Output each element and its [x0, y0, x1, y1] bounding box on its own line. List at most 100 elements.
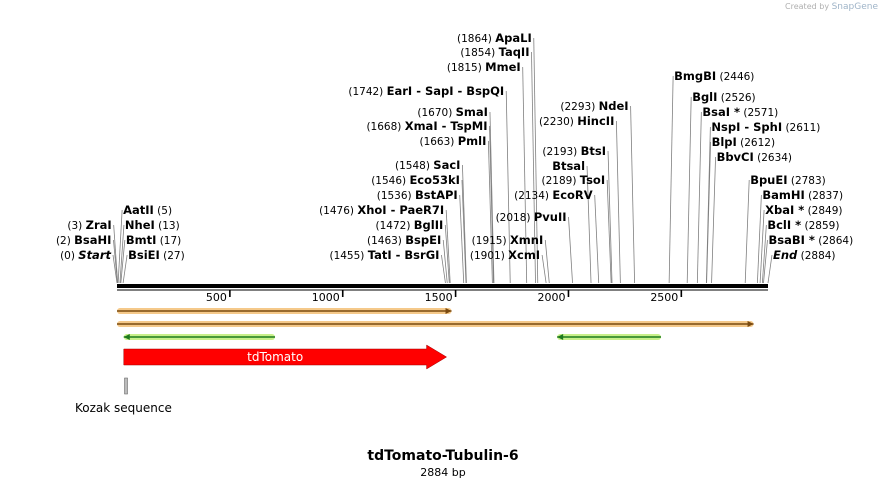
enzyme-name: BsaBI *: [768, 233, 814, 247]
plasmid-name: tdTomato-Tubulin-6: [367, 448, 519, 464]
site-connector-line: [487, 140, 493, 284]
track-arrowhead: [123, 334, 130, 340]
restriction-site-label: BlpI (2612): [712, 135, 775, 149]
feature-box-kozak: [124, 377, 128, 395]
enzyme-name: BtsI: [581, 144, 606, 158]
site-connector-line: [668, 75, 674, 284]
enzyme-name: End: [773, 248, 798, 262]
site-connector-line: [586, 165, 592, 284]
site-position: (1548): [395, 160, 433, 172]
site-position: (1854): [460, 47, 498, 59]
ruler-tick-label: 500: [206, 291, 227, 304]
site-connector-line: [489, 125, 494, 284]
restriction-site-label: (1864) ApaLI: [457, 31, 532, 45]
site-position: (2849): [804, 205, 842, 217]
enzyme-name: HincII: [577, 114, 614, 128]
enzyme-name: MmeI: [485, 60, 521, 74]
site-connector-line: [767, 254, 773, 284]
enzyme-name: BclI *: [767, 218, 801, 232]
restriction-site-label: (1670) SmaI: [417, 105, 488, 119]
restriction-site-label: AatII (5): [123, 203, 172, 217]
credit-prefix: Created by: [785, 2, 830, 11]
restriction-site-label: (1548) SacI: [395, 158, 460, 172]
restriction-site-label: NheI (13): [125, 218, 180, 232]
site-position: (1742): [348, 86, 386, 98]
snapgene-credit: Created by SnapGene: [785, 2, 878, 12]
restriction-site-label: (2134) EcoRV: [514, 188, 593, 202]
site-position: (1663): [419, 136, 457, 148]
site-position: (3): [67, 220, 85, 232]
restriction-site-label: BglI (2526): [692, 90, 755, 104]
track-arrowhead: [445, 308, 452, 314]
enzyme-name: TaqII: [499, 45, 530, 59]
restriction-site-label: (1546) Eco53kI: [371, 173, 460, 187]
site-connector-line: [756, 194, 762, 284]
site-position: (0): [60, 250, 78, 262]
restriction-site-label: Btsal: [552, 159, 585, 173]
restriction-site-label: (1455) TatI - BsrGI: [329, 248, 439, 262]
enzyme-name: Start: [78, 248, 111, 262]
site-position: (2612): [737, 137, 775, 149]
site-position: (2884): [797, 250, 835, 262]
enzyme-name: SacI: [433, 158, 460, 172]
site-connector-line: [505, 90, 511, 284]
restriction-site-label: BamHI (2837): [762, 188, 843, 202]
site-connector-line: [117, 209, 123, 284]
feature-label: tdTomato: [247, 350, 303, 364]
site-connector-line: [531, 51, 536, 284]
enzyme-name: BmtI: [126, 233, 157, 247]
restriction-site-label: BsiEI (27): [128, 248, 185, 262]
restriction-site-label: (1476) XhoI - PaeR7I: [319, 203, 444, 217]
enzyme-name: BstAPI: [415, 188, 458, 202]
restriction-site-label: BbvCI (2634): [717, 150, 792, 164]
restriction-site-label: (2189) TsoI: [542, 173, 606, 187]
restriction-site-label: XbaI * (2849): [765, 203, 842, 217]
site-connector-line: [120, 239, 126, 284]
feature-label: Kozak sequence: [75, 401, 172, 415]
enzyme-name: AatII: [123, 203, 154, 217]
site-position: (2): [56, 235, 74, 247]
site-position: (17): [156, 235, 181, 247]
track-arrowhead: [557, 334, 564, 340]
site-position: (1668): [366, 121, 404, 133]
site-connector-line: [459, 194, 465, 284]
site-position: (2193): [542, 146, 580, 158]
site-connector-line: [445, 209, 451, 284]
restriction-site-label: BmgBI (2446): [674, 69, 754, 83]
site-position: (2634): [754, 152, 792, 164]
enzyme-name: BsaI *: [702, 105, 740, 119]
restriction-site-label: (3) ZraI: [67, 218, 111, 232]
enzyme-name: NspI - SphI: [711, 120, 782, 134]
site-connector-line: [441, 254, 446, 284]
restriction-site-label: (2193) BtsI: [542, 144, 606, 158]
site-position: (1536): [377, 190, 415, 202]
track-arrowhead: [747, 321, 754, 327]
enzyme-name: BpuEI: [750, 173, 787, 187]
site-position: (1815): [447, 62, 485, 74]
site-connector-line: [706, 141, 712, 284]
enzyme-name: NdeI: [599, 99, 629, 113]
enzyme-name: TatI - BsrGI: [368, 248, 440, 262]
restriction-site-label: (1472) BglII: [376, 218, 444, 232]
site-position: (2859): [801, 220, 839, 232]
enzyme-name: Btsal: [552, 159, 585, 173]
enzyme-name: BmgBI: [674, 69, 716, 83]
enzyme-name: BbvCI: [717, 150, 754, 164]
site-connector-line: [461, 179, 467, 284]
restriction-site-label: BsaI * (2571): [702, 105, 778, 119]
site-connector-line: [696, 111, 702, 284]
site-connector-line: [630, 105, 635, 284]
restriction-site-label: (0) Start: [60, 248, 111, 262]
enzyme-name: Eco53kI: [409, 173, 460, 187]
restriction-site-label: (1463) BspEI: [367, 233, 441, 247]
restriction-site-label: (1668) XmaI - TspMI: [366, 119, 487, 133]
ruler-tick-label: 2500: [650, 291, 678, 304]
restriction-site-label: (2293) NdeI: [560, 99, 628, 113]
site-connector-line: [442, 239, 448, 284]
restriction-site-label: (1901) XcmI: [470, 248, 540, 262]
enzyme-name: BlpI: [712, 135, 737, 149]
site-connector-line: [594, 194, 600, 284]
site-connector-line: [122, 254, 128, 284]
enzyme-name: XmnI: [510, 233, 543, 247]
